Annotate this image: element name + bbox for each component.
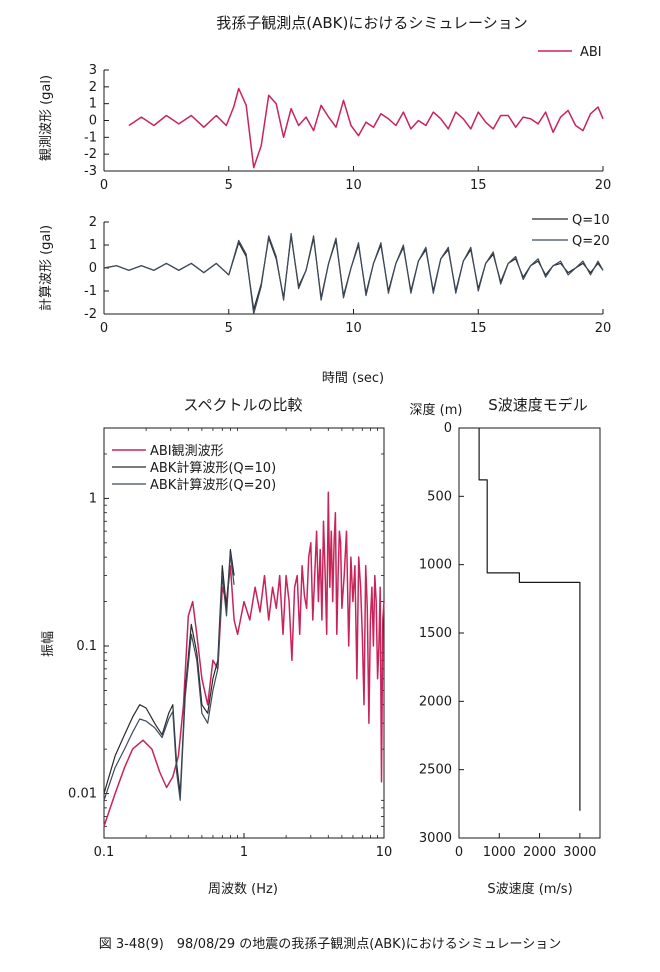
- y-tick-label: -2: [84, 307, 97, 322]
- series-line-abk-q=10-: [103, 548, 235, 795]
- plot-frame: [458, 427, 601, 839]
- series-line-abi-: [103, 491, 385, 827]
- spectrum-title: スペクトルの比較: [184, 396, 303, 414]
- computed-waveform-panel: 0 5 10 15 20 -2 -1 0 1 2 Q=10 Q=20 計算波形 (gal) 時間 …: [38, 213, 611, 386]
- series-line-q=20: [103, 232, 604, 315]
- x-tick-label: 10: [345, 321, 362, 336]
- x-tick-label: 0: [100, 178, 108, 193]
- y-tick-label: 0: [444, 421, 452, 436]
- figure-caption: 図 3-48(9) 98/08/29 の地震の我孫子観測点(ABK)におけるシミ…: [99, 937, 562, 952]
- velocity-model-lines: [478, 428, 581, 811]
- legend-label-q20: Q=20: [572, 234, 610, 249]
- spectrum-lines: [103, 491, 385, 827]
- spectrum-xlabel: 周波数 (Hz): [208, 882, 278, 897]
- legend-label-abk-q10: ABK計算波形(Q=10): [150, 460, 276, 476]
- y-tick-label: 2: [89, 80, 97, 95]
- observed-waveform-panel: 我孫子観測点(ABK)におけるシミュレーション 0 5 10 15 20-3-2-101…: [39, 14, 611, 193]
- y-tick-label: 0.01: [68, 787, 97, 802]
- computed-waveform-lines: [103, 232, 604, 315]
- y-tick-label: 1000: [419, 558, 452, 573]
- y-tick-label: 0: [89, 114, 97, 129]
- y-tick-label: 0: [89, 261, 97, 276]
- spectrum-axes: 0.1 1 10 0.01 0.1 1: [68, 427, 393, 860]
- x-tick-label: 1000: [483, 845, 516, 860]
- y-tick-label: 1: [89, 491, 97, 506]
- y-tick-label: 3: [89, 63, 97, 78]
- observed-waveform-title: 我孫子観測点(ABK)におけるシミュレーション: [216, 14, 528, 32]
- y-tick-label: 2: [89, 215, 97, 230]
- velocity-model-title: S波速度モデル: [488, 396, 588, 414]
- x-tick-label: 2000: [523, 845, 556, 860]
- x-tick-label: 20: [595, 178, 612, 193]
- legend-label-abi: ABI: [580, 45, 602, 60]
- y-tick-label: 500: [427, 489, 452, 504]
- series-line-q=10: [103, 235, 604, 310]
- y-tick-label: 1: [89, 238, 97, 253]
- x-tick-label: 10: [345, 178, 362, 193]
- y-tick-label: 3000: [419, 831, 452, 846]
- x-tick-label: 0.1: [94, 845, 115, 860]
- computed-waveform-xlabel: 時間 (sec): [322, 371, 384, 386]
- x-tick-label: 5: [225, 321, 233, 336]
- y-tick-label: 0.1: [76, 639, 97, 654]
- computed-waveform-legend: Q=10 Q=20: [532, 213, 610, 249]
- velocity-model-ylabel: 深度 (m): [410, 402, 463, 418]
- velocity-model-panel: S波速度モデル 深度 (m) 0 1000 2000 3000050010001500…: [410, 396, 601, 897]
- spectrum-legend: ABI観測波形 ABK計算波形(Q=10) ABK計算波形(Q=20): [112, 444, 276, 493]
- series-line-abk-q=20-: [103, 553, 235, 801]
- y-tick-label: 1: [89, 97, 97, 112]
- x-tick-label: 15: [470, 321, 487, 336]
- observed-waveform-ylabel: 観測波形 (gal): [39, 75, 54, 161]
- x-tick-label: 3000: [563, 845, 596, 860]
- y-tick-label: 2000: [419, 694, 452, 709]
- spectrum-panel: スペクトルの比較 0.1 1 10 0.01 0.1 1 ABI観測波形 ABK計算波形(…: [41, 396, 392, 897]
- y-tick-label: -1: [84, 130, 97, 145]
- legend-label-q10: Q=10: [572, 213, 610, 228]
- computed-waveform-ylabel: 計算波形 (gal): [38, 225, 54, 311]
- x-tick-label: 20: [595, 321, 612, 336]
- x-tick-label: 15: [470, 178, 487, 193]
- x-tick-label: 0: [455, 845, 463, 860]
- observed-waveform-legend: ABI: [538, 45, 602, 60]
- x-tick-label: 10: [376, 845, 393, 860]
- y-tick-label: -2: [84, 147, 97, 162]
- y-tick-label: -3: [84, 164, 97, 179]
- x-tick-label: 1: [240, 845, 248, 860]
- series-line-velocity-profile: [478, 428, 581, 811]
- series-line-abi: [128, 87, 604, 169]
- observed-waveform-lines: [128, 87, 604, 169]
- y-tick-label: -1: [84, 284, 97, 299]
- x-tick-label: 5: [225, 178, 233, 193]
- spectrum-ylabel: 振幅: [41, 631, 56, 657]
- velocity-model-xlabel: S波速度 (m/s): [487, 881, 572, 897]
- legend-label-abk-q20: ABK計算波形(Q=20): [150, 477, 276, 493]
- y-tick-label: 2500: [419, 763, 452, 778]
- legend-label-abi-observed: ABI観測波形: [150, 444, 224, 459]
- y-tick-label: 1500: [419, 626, 452, 641]
- x-tick-label: 0: [100, 321, 108, 336]
- computed-waveform-axes: 0 5 10 15 20 -2 -1 0 1 2: [84, 215, 611, 336]
